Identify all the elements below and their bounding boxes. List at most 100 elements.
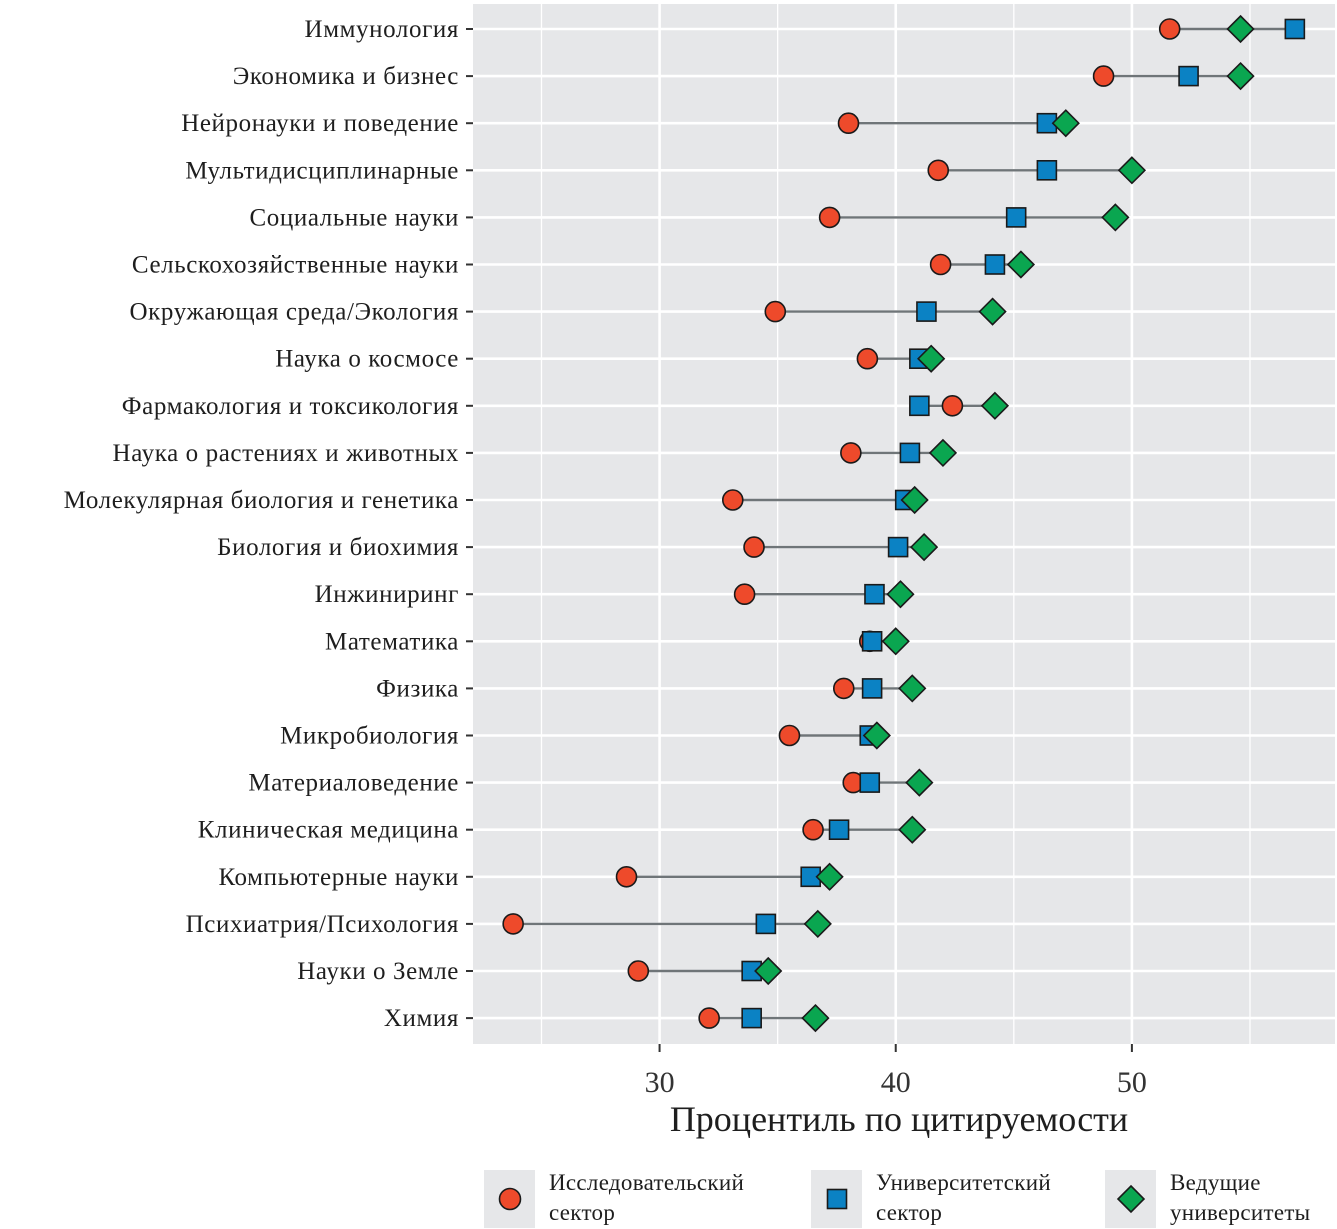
legend-key-square bbox=[811, 1170, 862, 1228]
square-marker-icon bbox=[826, 1188, 847, 1210]
point-research-sector bbox=[1092, 65, 1115, 87]
point-research-sector bbox=[778, 724, 801, 747]
y-tick-label: Наука о космосе bbox=[275, 346, 459, 373]
point-leading-universities bbox=[862, 721, 891, 750]
point-university-sector bbox=[887, 536, 909, 558]
legend: Исследовательский сектор Университетский… bbox=[484, 1168, 1337, 1229]
y-tick-label: Иммунология bbox=[305, 16, 459, 43]
y-tick-label: Молекулярная биология и генетика bbox=[64, 487, 459, 514]
point-research-sector bbox=[941, 394, 964, 417]
point-university-sector bbox=[1178, 65, 1199, 87]
y-tick-label: Окружающая среда/Экология bbox=[130, 299, 459, 326]
y-tick-label: Инжиниринг bbox=[315, 581, 459, 608]
point-leading-universities bbox=[980, 391, 1010, 420]
point-research-sector bbox=[832, 677, 855, 700]
y-tick-label: Компьютерные науки bbox=[219, 864, 459, 891]
x-tick-label: 40 bbox=[881, 1066, 911, 1099]
point-research-sector bbox=[927, 159, 950, 182]
point-leading-universities bbox=[900, 485, 929, 515]
dot-plot-chart: Иммунология Экономика и бизнес Нейронауки … bbox=[64, 4, 1335, 1139]
legend-label: Исследовательский сектор bbox=[549, 1170, 745, 1225]
point-research-sector bbox=[802, 818, 824, 841]
point-leading-universities bbox=[978, 297, 1007, 326]
y-tick-label: Мультидисциплинарные bbox=[185, 157, 459, 184]
point-leading-universities bbox=[917, 344, 946, 373]
point-university-sector bbox=[861, 678, 883, 699]
y-tick-label: Физика bbox=[376, 675, 459, 702]
legend-label: Ведущие университеты bbox=[1170, 1170, 1311, 1225]
point-research-sector bbox=[764, 300, 787, 323]
legend-item-leading-universities: Ведущие университеты bbox=[1105, 1168, 1310, 1229]
point-research-sector bbox=[856, 347, 879, 370]
data-markers bbox=[502, 14, 1306, 1033]
legend-item-university-sector: Университетский сектор bbox=[811, 1168, 1051, 1229]
point-leading-universities bbox=[898, 815, 927, 844]
y-tick-label: Науки о Земле bbox=[297, 958, 459, 985]
point-leading-universities bbox=[1051, 109, 1080, 138]
point-university-sector bbox=[1284, 18, 1306, 40]
legend-key-diamond bbox=[1105, 1170, 1156, 1228]
point-research-sector bbox=[502, 913, 524, 935]
legend-key-circle bbox=[484, 1170, 535, 1228]
point-university-sector bbox=[861, 630, 883, 652]
point-university-sector bbox=[899, 442, 921, 464]
point-research-sector bbox=[929, 253, 952, 276]
point-leading-universities bbox=[905, 768, 934, 797]
point-leading-universities bbox=[815, 862, 844, 891]
y-tick-label: Материаловедение bbox=[248, 770, 459, 797]
point-research-sector bbox=[733, 583, 756, 606]
y-tick-label: Нейронауки и поведение bbox=[181, 110, 459, 137]
point-leading-universities bbox=[1226, 61, 1255, 91]
legend-item-research-sector: Исследовательский сектор bbox=[484, 1168, 744, 1229]
point-research-sector bbox=[1158, 18, 1181, 40]
point-leading-universities bbox=[801, 1003, 830, 1033]
y-tick-label: Микробиология bbox=[280, 723, 459, 750]
point-university-sector bbox=[916, 301, 937, 322]
circle-marker-icon bbox=[498, 1187, 521, 1211]
point-university-sector bbox=[755, 913, 777, 935]
y-tick-label: Клиническая медицина bbox=[198, 817, 459, 844]
diamond-marker-icon bbox=[1116, 1184, 1145, 1214]
point-research-sector bbox=[818, 206, 841, 229]
point-leading-universities bbox=[754, 956, 783, 986]
y-tick-label: Психиатрия/Психология bbox=[186, 911, 459, 938]
point-research-sector bbox=[721, 489, 744, 511]
point-research-sector bbox=[837, 112, 860, 134]
point-leading-universities bbox=[886, 580, 915, 609]
y-tick-label: Биология и биохимия bbox=[217, 534, 459, 561]
x-axis-title: Процентиль по цитируемости bbox=[670, 1099, 1128, 1139]
point-university-sector bbox=[741, 1007, 762, 1029]
point-university-sector bbox=[864, 583, 885, 605]
point-leading-universities bbox=[1226, 14, 1255, 44]
legend-label: Университетский сектор bbox=[876, 1170, 1051, 1225]
point-research-sector bbox=[698, 1007, 720, 1029]
y-tick-label: Математика bbox=[325, 628, 459, 655]
point-leading-universities bbox=[898, 674, 927, 703]
point-leading-universities bbox=[1006, 250, 1036, 279]
y-tick-label: Наука о растениях и животных bbox=[113, 440, 459, 467]
x-tick-label: 50 bbox=[1117, 1066, 1147, 1099]
grid-minor bbox=[540, 4, 1251, 1044]
point-university-sector bbox=[984, 254, 1006, 275]
point-university-sector bbox=[859, 772, 881, 793]
point-research-sector bbox=[743, 536, 765, 558]
y-tick-label: Сельскохозяйственные науки bbox=[132, 252, 459, 279]
point-university-sector bbox=[828, 819, 850, 841]
point-leading-universities bbox=[1101, 203, 1130, 232]
y-tick-label: Социальные науки bbox=[250, 204, 459, 231]
point-leading-universities bbox=[803, 909, 832, 939]
point-university-sector bbox=[1036, 160, 1058, 181]
point-leading-universities bbox=[1117, 156, 1147, 185]
y-tick-label: Фармакология и токсикология bbox=[122, 393, 459, 420]
point-research-sector bbox=[840, 442, 862, 464]
point-leading-universities bbox=[881, 627, 910, 656]
point-university-sector bbox=[1005, 207, 1027, 228]
point-university-sector bbox=[909, 395, 930, 417]
y-tick-label: Экономика и бизнес bbox=[233, 63, 459, 90]
point-leading-universities bbox=[928, 438, 958, 468]
y-axis: Иммунология Экономика и бизнес Нейронауки … bbox=[64, 16, 473, 1032]
plot-panel bbox=[473, 4, 1335, 1044]
x-axis: 30 40 50 bbox=[645, 1044, 1147, 1099]
point-leading-universities bbox=[909, 532, 939, 562]
y-tick-label: Химия bbox=[384, 1005, 459, 1032]
